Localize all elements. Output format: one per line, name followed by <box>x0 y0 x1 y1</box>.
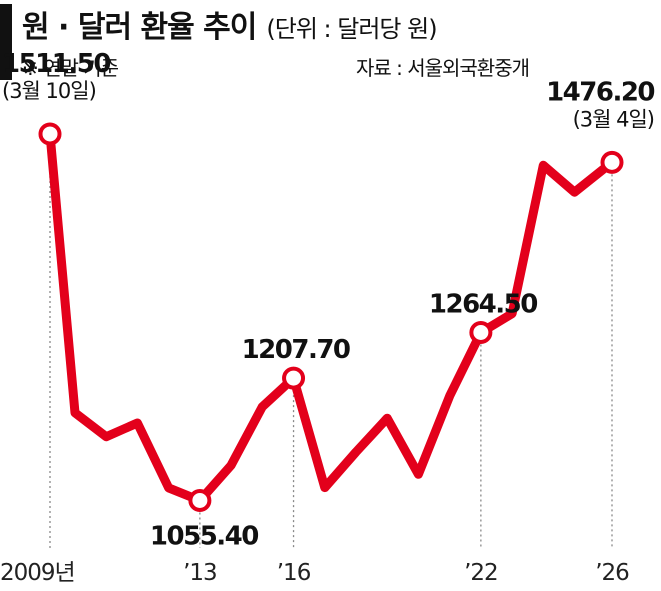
guide-lines <box>49 145 613 548</box>
chart-unit: (단위 : 달러당 원) <box>266 15 437 43</box>
callout-value-0: 1511.50 <box>2 49 110 79</box>
chart-title-text: 원 · 달러 환율 추이 <box>22 10 257 45</box>
chart-basis-note: ※ 연말 기준 <box>22 56 119 80</box>
callout-value-1: 1055.40 <box>150 521 258 551</box>
marker-4 <box>600 150 624 174</box>
callout-group: 1511.50(3월 10일) 1055.40 1207.70 1264.50 1476… <box>2 49 656 552</box>
x-tick-label-4: ’26 <box>595 560 629 586</box>
x-tick-label-3: ’22 <box>464 560 498 586</box>
callout-value-3: 1264.50 <box>429 289 537 319</box>
chart-title: 원 · 달러 환율 추이 (단위 : 달러당 원) <box>22 2 438 46</box>
x-axis-ticks: 2009년 ’13 ’16 ’22 ’26 <box>0 560 630 586</box>
callout-value-2: 1207.70 <box>242 335 350 365</box>
marker-2 <box>282 366 306 390</box>
marker-group <box>38 122 624 512</box>
chart-source: 자료 : 서울외국환중개 <box>355 56 530 80</box>
series-line-group <box>45 129 617 505</box>
callout-date-0: (3월 10일) <box>2 79 96 103</box>
title-accent-bar <box>0 4 12 80</box>
x-tick-label-2: ’16 <box>277 560 311 586</box>
x-tick-label-1: ’13 <box>183 560 217 586</box>
marker-0 <box>38 122 62 146</box>
x-tick-label-0: 2009년 <box>0 560 75 586</box>
callout-date-4: (3월 4일) <box>573 107 654 131</box>
callout-value-4: 1476.20 <box>546 77 654 107</box>
marker-3 <box>469 320 493 344</box>
marker-1 <box>188 488 212 512</box>
series-line <box>45 129 617 505</box>
